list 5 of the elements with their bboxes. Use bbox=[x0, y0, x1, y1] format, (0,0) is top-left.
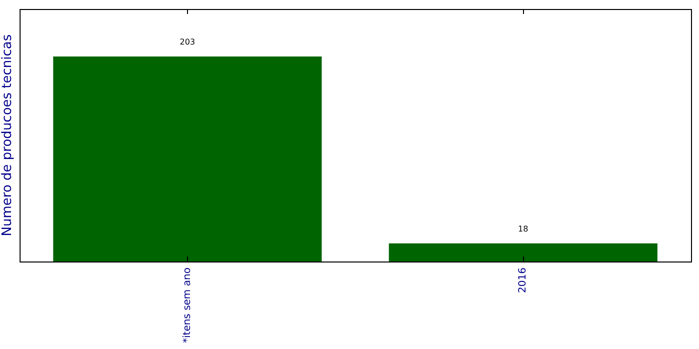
x-tick-label: *itens sem ano bbox=[182, 268, 194, 344]
y-axis-title: Numero de producoes tecnicas bbox=[0, 34, 16, 236]
data-label: 18 bbox=[518, 224, 528, 234]
x-tick-label: 2016 bbox=[518, 268, 529, 294]
data-label: 203 bbox=[180, 38, 196, 47]
